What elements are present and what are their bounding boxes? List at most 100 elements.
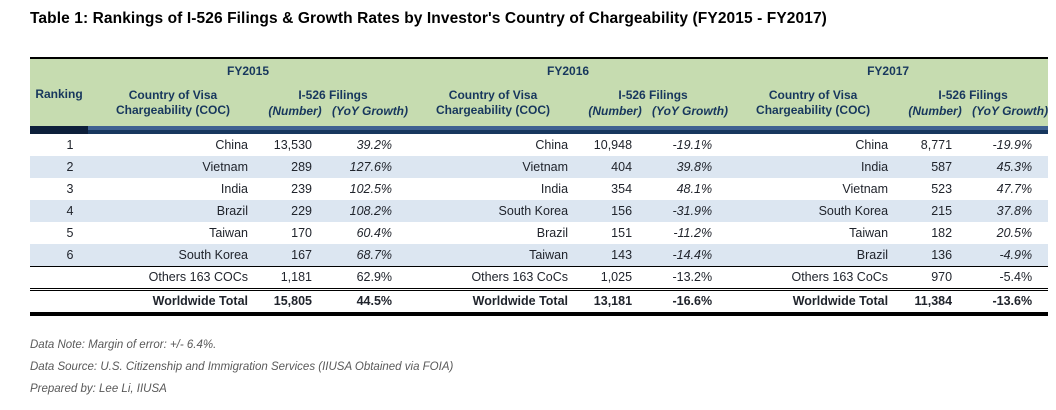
yoy-growth-cell: -19.9% (992, 138, 1033, 152)
fy2016-group-header: FY2016 (408, 58, 729, 80)
yoy-growth-cell: -13.2% (652, 265, 729, 289)
country-cell: Taiwan (209, 226, 248, 240)
rankings-table: Ranking FY2015 FY2016 FY2017 Country of … (30, 57, 1049, 316)
number-subheader-fy2015: (Number) (258, 104, 332, 126)
yoy-growth-cell: 102.5% (349, 182, 393, 196)
data-note: Data Note: Margin of error: +/- 6.4%. (30, 339, 217, 351)
filings-number-cell: 354 (611, 182, 633, 196)
filings-number-cell: 1,181 (258, 265, 332, 289)
yoy-growth-cell: -31.9% (652, 200, 729, 222)
filings-number-cell: 587 (898, 156, 973, 178)
filings-number-cell: 13,530 (273, 138, 312, 152)
rank-cell: 1 (66, 138, 74, 152)
yoy-growth-cell: -14.4% (652, 244, 729, 266)
country-cell: South Korea (728, 200, 899, 222)
filings-number-cell: 215 (898, 200, 973, 222)
separator-band-left-segment (30, 126, 88, 134)
filings-number-cell: 167 (258, 244, 332, 266)
country-column-header-fy2016: Country of Visa Chargeability (COC) (408, 80, 579, 126)
yoy-growth-cell: 60.4% (356, 226, 393, 240)
yoy-growth-cell: 45.3% (972, 156, 1049, 178)
filings-number-cell: 13,181 (578, 287, 653, 316)
country-cell: Others 163 CoCs (728, 265, 899, 289)
filings-number-cell: 151 (611, 226, 633, 240)
yoy-growth-cell: 44.5% (332, 287, 409, 316)
country-cell: Others 163 COCs (88, 265, 258, 289)
yoy-growth-cell: 20.5% (996, 226, 1033, 240)
yoy-growth-cell: 39.2% (356, 138, 393, 152)
fiscal-year-header-row: Ranking FY2015 FY2016 FY2017 (30, 58, 1049, 126)
filings-number-cell: 182 (931, 226, 953, 240)
filings-number-cell: 523 (931, 182, 953, 196)
country-cell: Worldwide Total (408, 287, 579, 316)
table-body: 1 China 13,530 39.2% China 10,948 -19.1% China 8… (30, 134, 1049, 316)
country-cell: Brazil (88, 200, 258, 222)
country-cell: Taiwan (408, 244, 579, 266)
filings-column-header-fy2017: I-526 Filings (898, 80, 1049, 104)
country-cell: Others 163 CoCs (408, 265, 579, 289)
rank-cell: 2 (30, 156, 88, 178)
filings-number-cell: 8,771 (920, 138, 953, 152)
filings-number-cell: 143 (578, 244, 653, 266)
country-column-header-fy2015: Country of Visa Chargeability (COC) (88, 80, 258, 126)
growth-subheader-fy2017: (YoY Growth) (972, 104, 1049, 126)
country-rank-row: 5 Taiwan 170 60.4% Brazil 151 -11.2% Taiwan 182 2… (30, 222, 1048, 244)
prepared-by-note: Prepared by: Lee Li, IIUSA (30, 383, 167, 395)
page-title: Table 1: Rankings of I-526 Filings & Gro… (30, 10, 827, 27)
rank-cell: 5 (66, 226, 74, 240)
yoy-growth-cell: 62.9% (332, 265, 409, 289)
country-cell: Brazil (536, 226, 569, 240)
country-rank-row: 6 South Korea 167 68.7% Taiwan 143 -14.4% Brazi… (30, 244, 1049, 266)
country-cell: Taiwan (849, 226, 889, 240)
header-separator-band (30, 126, 1049, 134)
country-cell: Worldwide Total (88, 287, 258, 316)
country-rank-row: 3 India 239 102.5% India 354 48.1% Vietnam 523 47… (30, 178, 1048, 200)
yoy-growth-cell: -19.1% (672, 138, 713, 152)
country-cell: Worldwide Total (728, 287, 899, 316)
header-separator-row (30, 126, 1049, 134)
yoy-growth-cell: 68.7% (332, 244, 409, 266)
country-rank-row: 1 China 13,530 39.2% China 10,948 -19.1% China 8… (30, 134, 1048, 156)
rank-cell (30, 287, 88, 316)
yoy-growth-cell: -13.6% (972, 287, 1049, 316)
country-cell: India (728, 156, 899, 178)
filings-column-header-fy2016: I-526 Filings (578, 80, 729, 104)
fy2015-group-header: FY2015 (88, 58, 409, 80)
ranking-column-header: Ranking (30, 58, 88, 126)
filings-number-cell: 1,025 (578, 265, 653, 289)
rank-cell: 6 (30, 244, 88, 266)
country-cell: China (215, 138, 248, 152)
country-cell: India (540, 182, 569, 196)
yoy-growth-cell: -4.9% (972, 244, 1049, 266)
filings-number-cell: 170 (291, 226, 312, 240)
filings-number-cell: 289 (258, 156, 332, 178)
rank-cell (30, 265, 88, 289)
country-cell: Vietnam (842, 182, 889, 196)
yoy-growth-cell: 39.8% (652, 156, 729, 178)
data-source-note: Data Source: U.S. Citizenship and Immigr… (30, 361, 454, 373)
country-rank-row: 2 Vietnam 289 127.6% Vietnam 404 39.8% India 587… (30, 156, 1049, 178)
filings-number-cell: 15,805 (258, 287, 332, 316)
country-column-header-fy2017: Country of Visa Chargeability (COC) (728, 80, 899, 126)
number-subheader-fy2016: (Number) (578, 104, 653, 126)
filings-number-cell: 970 (898, 265, 973, 289)
country-cell: India (220, 182, 248, 196)
filings-number-cell: 239 (291, 182, 312, 196)
growth-subheader-fy2016: (YoY Growth) (652, 104, 729, 126)
column-header-row: Country of Visa Chargeability (COC) I-52… (30, 80, 1049, 126)
filings-number-cell: 156 (578, 200, 653, 222)
filings-number-cell: 11,384 (898, 287, 973, 316)
filings-number-cell: 404 (578, 156, 653, 178)
filings-column-header-fy2015: I-526 Filings (258, 80, 409, 104)
country-rank-row: 4 Brazil 229 108.2% South Korea 156 -31.9% Sout… (30, 200, 1049, 222)
yoy-growth-cell: -5.4% (972, 265, 1049, 289)
rank-cell: 3 (66, 182, 74, 196)
subcolumn-header-row: (Number) (YoY Growth) (Number) (YoY Grow… (30, 104, 1049, 126)
growth-subheader-fy2015: (YoY Growth) (332, 104, 409, 126)
country-cell: South Korea (88, 244, 258, 266)
yoy-growth-cell: -16.6% (652, 287, 729, 316)
country-cell: Brazil (728, 244, 899, 266)
fy2017-group-header: FY2017 (728, 58, 1049, 80)
worldwide-total-row: Worldwide Total 15,805 44.5% Worldwide Tota… (30, 287, 1049, 316)
filings-number-cell: 229 (258, 200, 332, 222)
